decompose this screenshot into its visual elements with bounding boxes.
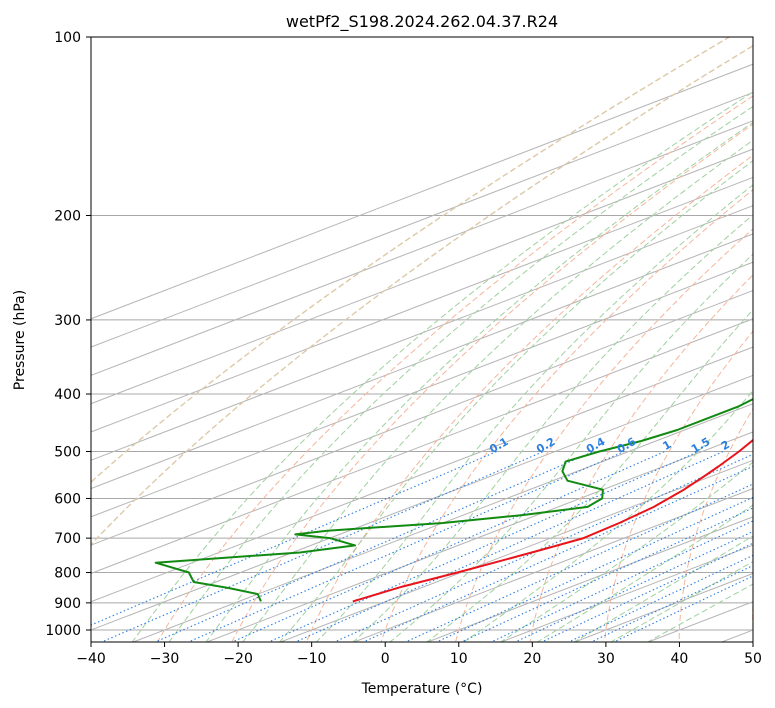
mixing-ratio-line [230, 450, 665, 642]
mixing-ratio-line [435, 496, 753, 642]
mixing-ratio-line [459, 507, 753, 642]
dry-adiabat-line [91, 44, 753, 546]
y-tick-label: 300 [54, 313, 81, 329]
moist-adiabat-line [242, 139, 753, 642]
dry-adiabat-line [380, 189, 753, 642]
moist-adiabat-line [168, 105, 753, 642]
temperature-line [352, 438, 753, 603]
isotherm-line [131, 403, 753, 642]
isotherm-line [91, 91, 753, 348]
isotherm-line [426, 516, 753, 642]
moist-adiabat-line [131, 91, 753, 642]
moist-adiabat-line [352, 214, 753, 642]
dry-adiabat-line [91, 37, 731, 484]
x-tick-label: −30 [150, 651, 180, 667]
isotherm-label: 30 [751, 557, 771, 577]
y-axis: 100 200 300 400 500 600 700 800 900 1000 [45, 30, 91, 639]
mixing-ratio-line [91, 450, 497, 626]
mixing-ratio-line [404, 483, 753, 642]
y-axis-title: Pressure (hPa) [12, 290, 28, 390]
isotherm-line [352, 488, 753, 642]
isotherm-line [91, 261, 753, 518]
y-tick-label: 1000 [45, 623, 81, 639]
isotherm-line [279, 459, 753, 642]
isotherm-line [91, 318, 753, 574]
x-tick-label: 20 [523, 651, 541, 667]
x-tick-label: 10 [450, 651, 468, 667]
y-tick-label: 800 [54, 566, 81, 582]
isotherm-line [205, 431, 753, 642]
isotherm-line [91, 205, 753, 461]
isotherm-line [91, 233, 753, 490]
x-tick-label: 40 [671, 651, 689, 667]
moist-adiabat-line [462, 389, 753, 642]
isotherm-line [91, 346, 753, 603]
moist-adiabat-line [610, 560, 753, 642]
dry-adiabat-line [231, 123, 753, 642]
isotherm-line [91, 148, 753, 405]
isotherm-line [91, 120, 753, 376]
mixing-ratio-line [100, 450, 544, 642]
plot-frame [90, 36, 754, 643]
x-tick-label: 50 [744, 651, 762, 667]
y-tick-label: 600 [54, 491, 81, 507]
x-tick-label: −40 [76, 651, 106, 667]
y-tick-label: 700 [54, 531, 81, 547]
moist-adiabat-line [426, 309, 753, 642]
isotherm-line [91, 289, 753, 546]
chart-title: wetPf2_S198.2024.262.04.37.R24 [286, 12, 558, 32]
mixing-ratio-line [267, 450, 699, 642]
isotherm-label: 40 [749, 586, 769, 606]
x-tick-label: −20 [223, 651, 253, 667]
isotherm-line [91, 63, 753, 320]
dry-adiabat-line [529, 274, 753, 642]
mixing-ratio-line [361, 465, 753, 642]
mixing-ratio-line [333, 453, 753, 642]
dewpoint-line [154, 398, 753, 602]
moist-adiabat-line [278, 159, 753, 642]
x-axis: −40 −30 −20 −10 0 10 20 30 40 50 [76, 642, 762, 667]
y-tick-label: 200 [54, 209, 81, 225]
dry-adiabat-line [156, 95, 753, 642]
moist-adiabat-line [389, 253, 753, 642]
y-tick-label: 900 [54, 596, 81, 612]
y-tick-label: 400 [54, 387, 81, 403]
x-tick-label: −10 [297, 651, 327, 667]
moist-adiabat-line [499, 461, 753, 642]
x-tick-label: 30 [597, 651, 615, 667]
y-tick-label: 500 [54, 444, 81, 460]
x-axis-title: Temperature (°C) [361, 681, 483, 697]
y-tick-label: 100 [54, 30, 81, 46]
background-lines [91, 37, 753, 642]
dry-adiabat-line [604, 330, 753, 642]
moist-adiabat-line [573, 535, 753, 642]
x-tick-label: 0 [381, 651, 390, 667]
isotherm-line [91, 176, 753, 433]
profile-lines [154, 398, 753, 603]
